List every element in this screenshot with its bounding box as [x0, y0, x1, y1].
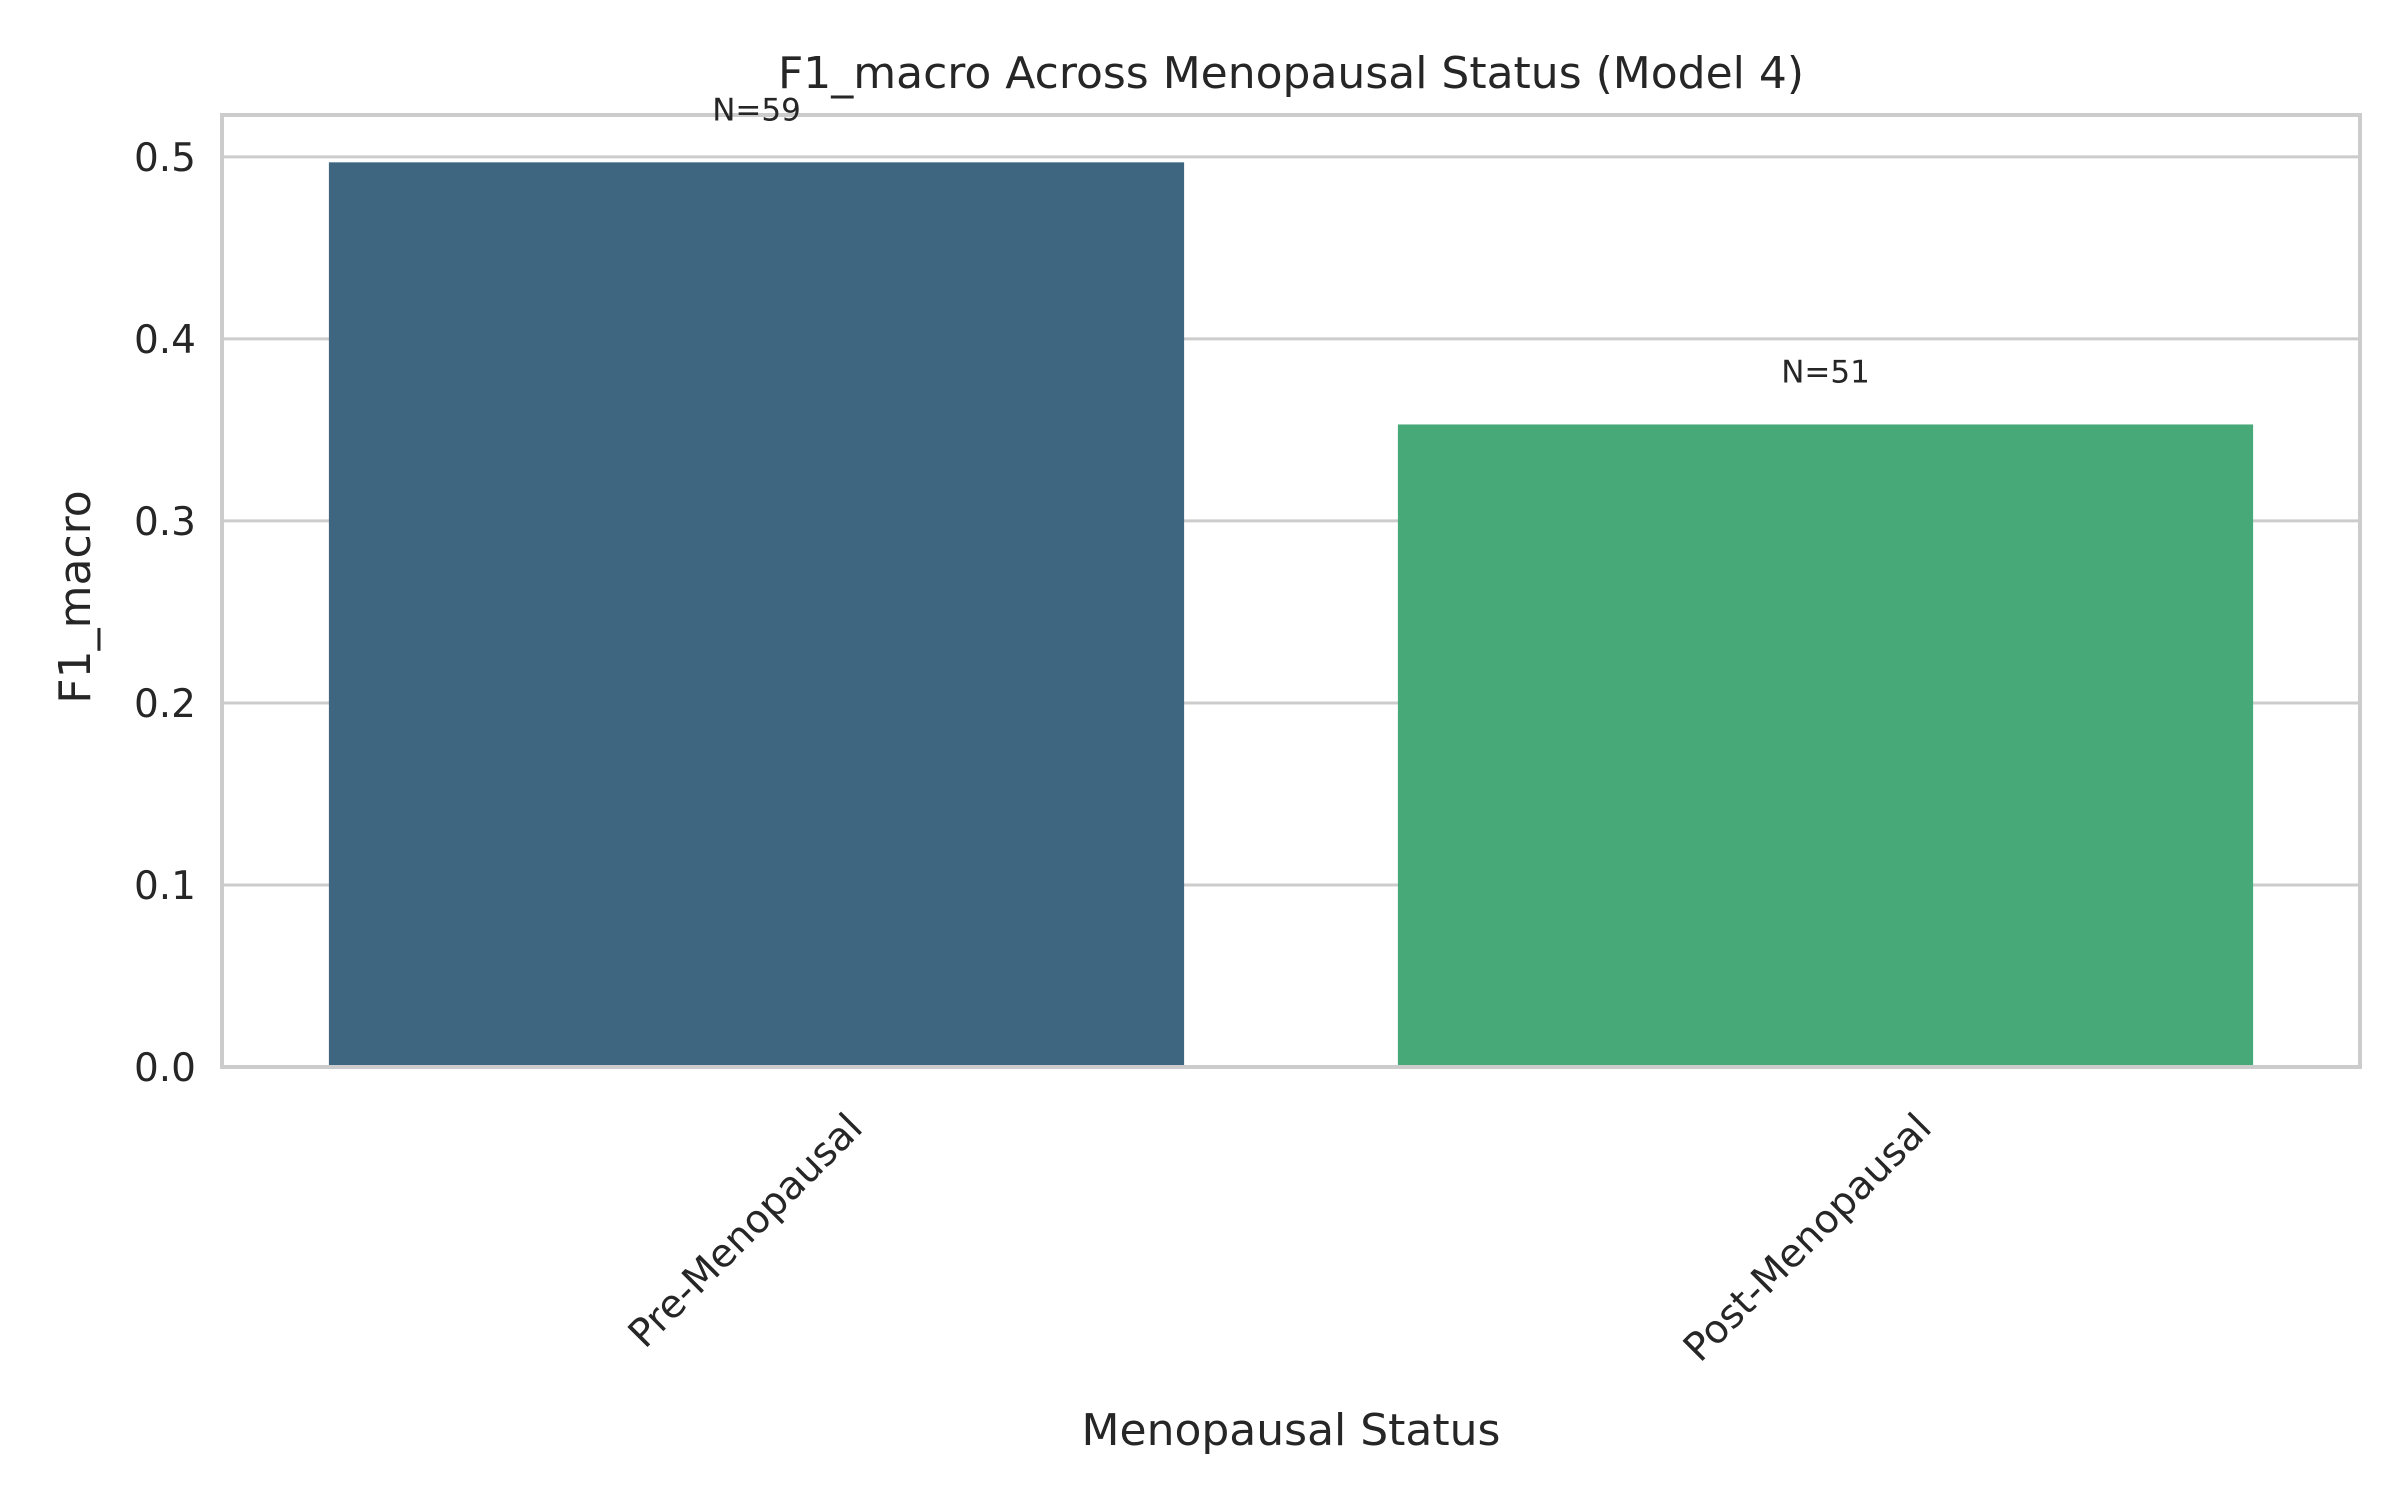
- bars: [328, 162, 2254, 1067]
- bar-count-label: N=51: [1781, 354, 1870, 390]
- bar-post-menopausal: [1397, 424, 2254, 1067]
- bar-annotations: N=59 N=51: [712, 92, 1870, 390]
- y-tick-label: 0.5: [134, 136, 196, 181]
- axes-frame: [220, 113, 2362, 1069]
- bar-count-label: N=59: [712, 92, 801, 128]
- x-axis-label: Menopausal Status: [1082, 1405, 1501, 1456]
- y-tick-labels: 0.0 0.1 0.2 0.3 0.4 0.5: [134, 136, 196, 1091]
- y-axis-label: F1_macro: [50, 490, 101, 703]
- chart-title: F1_macro Across Menopausal Status (Model…: [778, 48, 1804, 99]
- y-tick-label: 0.0: [134, 1046, 196, 1091]
- y-tick-label: 0.1: [134, 864, 196, 909]
- plot-area: [220, 113, 2362, 1069]
- y-tick-label: 0.3: [134, 500, 196, 545]
- y-tick-label: 0.4: [134, 318, 196, 363]
- bar-pre-menopausal: [328, 162, 1185, 1067]
- y-tick-label: 0.2: [134, 682, 196, 727]
